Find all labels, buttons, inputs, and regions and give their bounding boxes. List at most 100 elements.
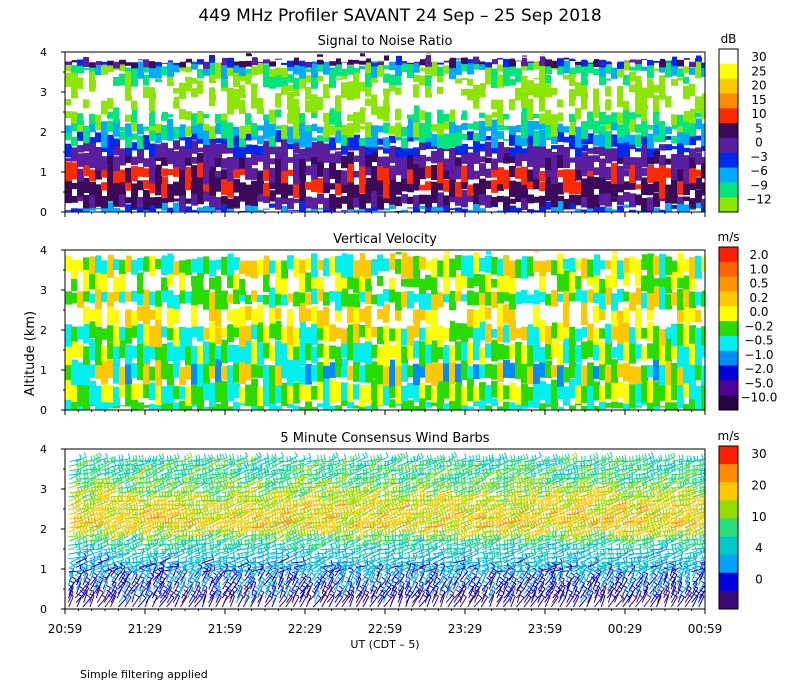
barb-flag xyxy=(107,554,110,560)
barb-flag xyxy=(129,459,132,465)
heatmap-cell xyxy=(185,147,192,158)
heatmap-cell xyxy=(365,385,372,404)
heatmap-cell xyxy=(533,143,540,152)
heatmap-cell xyxy=(407,400,414,410)
heatmap-cell xyxy=(395,122,402,138)
heatmap-cell xyxy=(65,161,72,182)
heatmap-cell xyxy=(293,98,300,114)
heatmap-cell xyxy=(593,134,600,146)
heatmap-cell xyxy=(71,301,78,320)
heatmap-cell xyxy=(623,257,630,273)
heatmap-cell xyxy=(179,191,186,211)
heatmap-cell xyxy=(359,99,366,108)
heatmap-cell xyxy=(347,301,354,324)
heatmap-cell xyxy=(497,210,504,212)
heatmap-cell xyxy=(677,91,684,115)
heatmap-cell xyxy=(533,83,540,98)
heatmap-cell xyxy=(593,205,600,212)
heatmap-cell xyxy=(155,175,162,196)
barb-flag xyxy=(100,494,103,500)
barb-flag xyxy=(116,513,119,519)
barb-flag xyxy=(122,532,126,538)
heatmap-cell xyxy=(173,402,180,410)
heatmap-cell xyxy=(77,250,84,252)
heatmap-cell xyxy=(371,259,378,276)
heatmap-cell xyxy=(581,273,588,290)
heatmap-cell xyxy=(689,71,696,84)
heatmap-cell xyxy=(623,153,630,170)
heatmap-cell xyxy=(185,76,192,82)
heatmap-cell xyxy=(359,73,366,83)
heatmap-cell xyxy=(353,119,360,133)
heatmap-cell xyxy=(545,84,552,98)
heatmap-cell xyxy=(473,97,480,109)
heatmap-cell xyxy=(371,203,378,212)
barb-flag xyxy=(139,495,142,501)
heatmap-cell xyxy=(407,52,414,63)
heatmap-cell xyxy=(641,346,648,361)
heatmap-cell xyxy=(191,346,198,364)
colorbar-label: 0.5 xyxy=(749,277,768,291)
heatmap-cell xyxy=(419,92,426,109)
heatmap-cell xyxy=(689,307,696,323)
colorbar-swatch xyxy=(719,335,738,352)
heatmap-cell xyxy=(371,294,378,305)
barb-flag xyxy=(102,497,106,503)
heatmap-cell xyxy=(425,86,432,98)
heatmap-cell xyxy=(155,113,162,124)
heatmap-cell xyxy=(599,278,606,294)
heatmap-cell xyxy=(167,252,174,274)
heatmap-cell xyxy=(83,57,90,68)
heatmap-cell xyxy=(263,73,270,88)
barb-staff xyxy=(132,532,144,538)
heatmap-cell xyxy=(479,81,486,98)
heatmap-cell xyxy=(227,93,234,115)
heatmap-cell xyxy=(257,135,264,145)
heatmap-cell xyxy=(155,196,162,209)
barb-flag xyxy=(98,452,102,458)
heatmap-cell xyxy=(323,254,330,259)
barb-flag xyxy=(136,477,139,484)
heatmap-cell xyxy=(281,337,288,366)
heatmap-cell xyxy=(221,139,228,154)
heatmap-cell xyxy=(155,79,162,93)
heatmap-cell xyxy=(551,106,558,127)
heatmap-cell xyxy=(419,130,426,143)
heatmap-cell xyxy=(509,289,516,310)
heatmap-cell xyxy=(395,181,402,195)
heatmap-cell xyxy=(209,97,216,107)
heatmap-cell xyxy=(545,269,552,288)
barb-staff xyxy=(75,582,82,594)
heatmap-cell xyxy=(209,204,216,212)
heatmap-cell xyxy=(461,180,468,190)
heatmap-cell xyxy=(461,150,468,164)
colorbar-label: −6 xyxy=(750,164,768,178)
heatmap-cell xyxy=(323,278,330,286)
heatmap-cell xyxy=(329,57,336,66)
heatmap-cell xyxy=(677,68,684,78)
heatmap-cell xyxy=(143,180,150,190)
heatmap-cell xyxy=(293,274,300,286)
barb-staff xyxy=(125,467,138,472)
heatmap-cell xyxy=(149,149,156,169)
colorbar-swatch xyxy=(719,321,738,337)
barb-staff xyxy=(68,463,81,467)
heatmap-cell xyxy=(185,306,192,328)
heatmap-cell xyxy=(401,95,408,106)
barb-staff xyxy=(96,553,108,560)
heatmap-cell xyxy=(155,401,162,410)
heatmap-cell xyxy=(419,250,426,255)
heatmap-cell xyxy=(227,52,234,58)
heatmap-cell xyxy=(89,309,96,321)
barb-flag xyxy=(148,470,152,476)
heatmap-cell xyxy=(83,207,90,212)
barb-staff xyxy=(83,497,95,502)
heatmap-cell xyxy=(359,176,366,194)
heatmap-cell xyxy=(629,157,636,165)
heatmap-cell xyxy=(347,343,354,361)
barb-staff xyxy=(174,566,187,568)
heatmap-cell xyxy=(77,129,84,141)
heatmap-cell xyxy=(311,155,318,165)
heatmap-cell xyxy=(635,287,642,305)
heatmap-cell xyxy=(317,139,324,157)
